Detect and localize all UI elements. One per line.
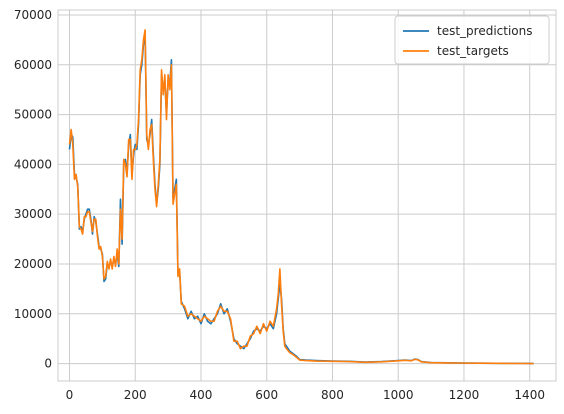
- y-tick-label: 0: [44, 357, 52, 371]
- x-tick-label: 400: [190, 388, 213, 402]
- y-tick-label: 20000: [14, 257, 52, 271]
- legend: test_predictions test_targets: [394, 15, 550, 65]
- x-tick-label: 0: [66, 388, 74, 402]
- y-tick-label: 60000: [14, 58, 52, 72]
- x-tick-label: 1200: [449, 388, 480, 402]
- legend-box: [394, 15, 550, 65]
- legend-label: test_targets: [437, 44, 509, 58]
- legend-label: test_predictions: [437, 24, 533, 38]
- x-tick-label: 1400: [514, 388, 545, 402]
- y-tick-label: 40000: [14, 157, 52, 171]
- x-tick-label: 800: [321, 388, 344, 402]
- y-tick-label: 50000: [14, 108, 52, 122]
- x-axis-ticks: 0 200 400 600 800 1000 1200 1400: [66, 388, 545, 402]
- y-tick-label: 70000: [14, 8, 52, 22]
- x-tick-label: 200: [124, 388, 147, 402]
- y-axis-ticks: 0 10000 20000 30000 40000 50000 60000 70000: [14, 8, 52, 371]
- x-tick-label: 1000: [383, 388, 414, 402]
- y-tick-label: 10000: [14, 307, 52, 321]
- series-layer: [68, 29, 534, 365]
- plot-frame: [57, 9, 557, 382]
- y-tick-label: 30000: [14, 207, 52, 221]
- series-line-test-targets: [68, 29, 534, 365]
- grid-lines: [58, 10, 556, 381]
- x-tick-label: 600: [255, 388, 278, 402]
